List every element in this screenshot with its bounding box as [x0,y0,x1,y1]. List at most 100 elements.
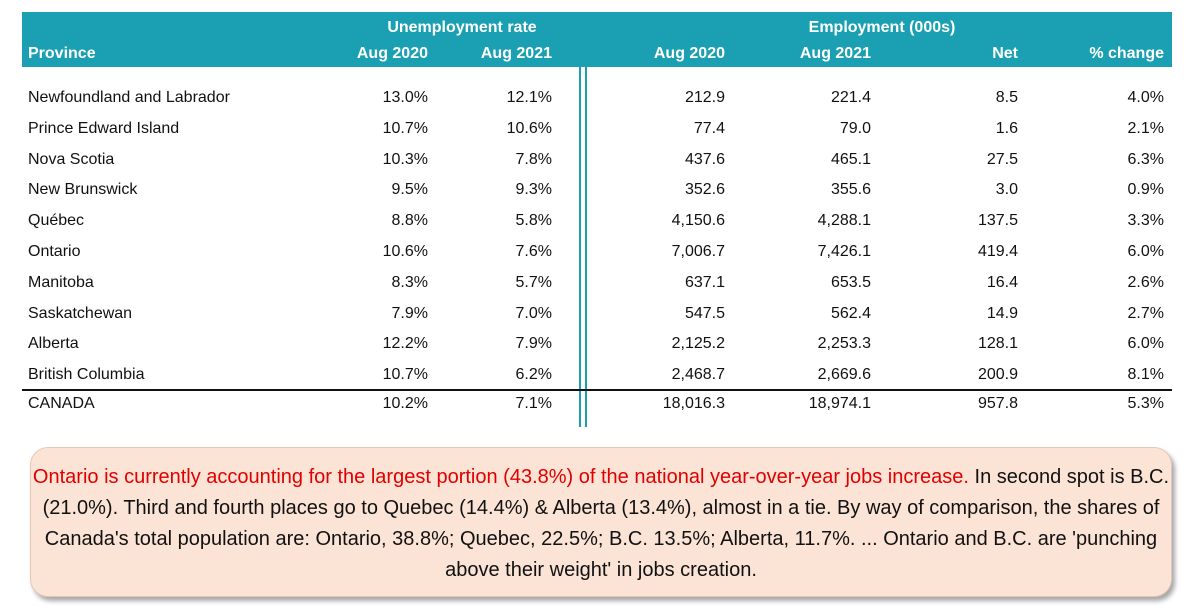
col-header-ur-2021: Aug 2021 [480,45,552,62]
col-header-province: Province [28,45,96,62]
cell-ur-2021: 7.8% [515,150,552,168]
cell-emp-2021: 79.0 [839,119,871,137]
cell-ur-2021: 10.6% [506,119,552,137]
cell-emp-2020: 2,468.7 [671,366,725,384]
cell-emp-2020: 637.1 [684,273,725,291]
table-row: Ontario 10.6% 7.6% 7,006.7 7,426.1 419.4 6.0% [22,237,1172,267]
cell-province: Prince Edward Island [28,119,180,137]
cell-pct: 8.1% [1127,366,1164,384]
callout-highlight-text: Ontario is currently accounting for the … [32,466,969,488]
cell-ur-2021: 7.6% [515,243,552,260]
employment-group-header: Employment (000s) [808,19,956,36]
column-group-separator [579,24,587,427]
cell-pct: 6.3% [1127,150,1164,168]
col-header-emp-2020: Aug 2020 [653,45,725,62]
cell-pct: 0.9% [1127,181,1164,199]
cell-emp-2020: 4,150.6 [671,212,725,230]
col-header-ur-2020: Aug 2020 [356,45,428,62]
cell-ur-2021: 5.7% [515,273,552,291]
table-row: Alberta 12.2% 7.9% 2,125.2 2,253.3 128.1 6.0% [22,329,1172,359]
cell-ur-2020: 8.3% [391,273,428,291]
cell-pct: 6.0% [1127,335,1164,353]
cell-ur-2021: 7.0% [515,304,552,322]
cell-emp-2021: 562.4 [830,304,871,322]
cell-pct: 5.3% [1127,395,1164,412]
cell-emp-2021: 7,426.1 [817,243,871,260]
cell-province: CANADA [28,395,95,412]
cell-emp-2021: 2,669.6 [817,366,871,384]
cell-pct: 2.6% [1127,273,1164,291]
cell-net: 27.5 [986,150,1018,168]
col-header-emp-2021: Aug 2021 [799,45,871,62]
cell-ur-2020: 10.7% [382,119,428,137]
cell-emp-2020: 18,016.3 [662,395,725,412]
cell-emp-2021: 18,974.1 [808,395,871,412]
cell-province: Newfoundland and Labrador [28,89,230,106]
cell-ur-2021: 9.3% [515,181,552,199]
cell-ur-2021: 7.9% [515,335,552,353]
cell-net: 16.4 [986,273,1018,291]
cell-ur-2021: 12.1% [506,89,552,106]
cell-emp-2020: 437.6 [684,150,725,168]
cell-net: 419.4 [977,243,1018,260]
cell-ur-2020: 10.7% [382,366,428,384]
cell-net: 957.8 [977,395,1018,412]
table-row: Saskatchewan 7.9% 7.0% 547.5 562.4 14.9 2.7% [22,299,1172,329]
cell-ur-2020: 10.6% [382,243,428,260]
commentary-callout: Ontario is currently accounting for the … [30,447,1172,597]
unemployment-group-header: Unemployment rate [387,19,537,36]
table-header: Unemployment rate Employment (000s) Prov… [22,12,1172,67]
cell-ur-2021: 5.8% [515,212,552,230]
cell-province: Ontario [28,243,81,260]
cell-ur-2020: 9.5% [391,181,428,199]
cell-province: Alberta [28,335,79,353]
cell-province: New Brunswick [28,181,138,199]
cell-net: 137.5 [977,212,1018,230]
cell-ur-2020: 10.2% [382,395,428,412]
cell-net: 1.6 [995,119,1018,137]
cell-emp-2021: 2,253.3 [817,335,871,353]
cell-net: 200.9 [977,366,1018,384]
cell-ur-2020: 8.8% [391,212,428,230]
cell-emp-2021: 355.6 [830,181,871,199]
cell-emp-2021: 221.4 [830,89,871,106]
table-row: Manitoba 8.3% 5.7% 637.1 653.5 16.4 2.6% [22,268,1172,298]
cell-ur-2020: 12.2% [382,335,428,353]
cell-emp-2020: 212.9 [684,89,725,106]
cell-ur-2021: 7.1% [515,395,552,412]
cell-ur-2021: 6.2% [515,366,552,384]
cell-emp-2020: 2,125.2 [671,335,725,353]
cell-emp-2021: 465.1 [830,150,871,168]
cell-emp-2020: 7,006.7 [671,243,725,260]
col-header-net: Net [992,45,1018,62]
col-header-pct-change: % change [1089,45,1164,62]
cell-net: 8.5 [995,89,1018,106]
cell-pct: 6.0% [1127,243,1164,260]
cell-province: Nova Scotia [28,150,115,168]
table-row: New Brunswick 9.5% 9.3% 352.6 355.6 3.0 0.9% [22,175,1172,205]
total-divider [22,389,1172,391]
total-row: CANADA 10.2% 7.1% 18,016.3 18,974.1 957.8 5.3% [22,389,1172,419]
cell-province: Québec [28,212,85,230]
cell-emp-2021: 653.5 [830,273,871,291]
cell-emp-2020: 352.6 [684,181,725,199]
table-row: Prince Edward Island 10.7% 10.6% 77.4 79.0 1.… [22,114,1172,144]
cell-pct: 4.0% [1127,89,1164,106]
cell-province: Saskatchewan [28,304,133,322]
cell-emp-2020: 547.5 [684,304,725,322]
cell-net: 3.0 [995,181,1018,199]
cell-pct: 2.1% [1127,119,1164,137]
cell-net: 128.1 [977,335,1018,353]
cell-ur-2020: 7.9% [391,304,428,322]
employment-table: Unemployment rate Employment (000s) Prov… [22,12,1172,427]
cell-pct: 2.7% [1127,304,1164,322]
cell-province: British Columbia [28,366,145,384]
cell-net: 14.9 [986,304,1018,322]
table-row: Québec 8.8% 5.8% 4,150.6 4,288.1 137.5 3.3% [22,206,1172,236]
cell-pct: 3.3% [1127,212,1164,230]
table-row: British Columbia 10.7% 6.2% 2,468.7 2,669.6 2… [22,360,1172,390]
cell-province: Manitoba [28,273,94,291]
table-row: Newfoundland and Labrador 13.0% 12.1% 212.9… [22,83,1172,113]
cell-emp-2021: 4,288.1 [817,212,871,230]
cell-emp-2020: 77.4 [693,119,725,137]
